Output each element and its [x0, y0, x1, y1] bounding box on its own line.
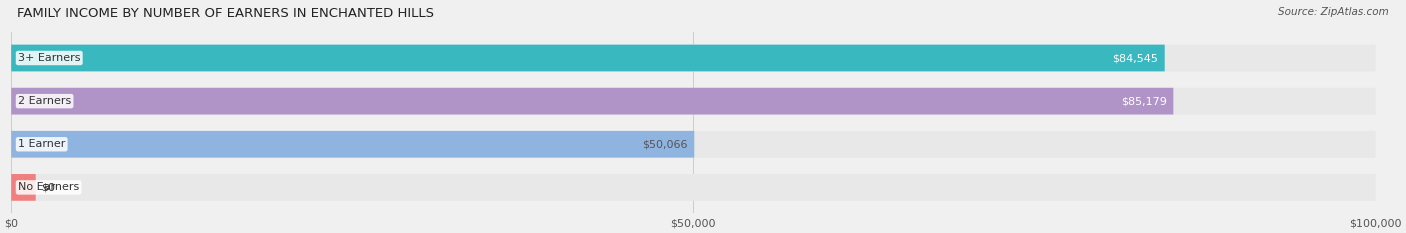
- Text: $50,066: $50,066: [643, 139, 688, 149]
- Text: Source: ZipAtlas.com: Source: ZipAtlas.com: [1278, 7, 1389, 17]
- FancyBboxPatch shape: [11, 131, 1375, 158]
- FancyBboxPatch shape: [11, 174, 35, 201]
- FancyBboxPatch shape: [11, 45, 1164, 71]
- FancyBboxPatch shape: [11, 88, 1174, 114]
- Text: $84,545: $84,545: [1112, 53, 1159, 63]
- Text: 1 Earner: 1 Earner: [18, 139, 65, 149]
- FancyBboxPatch shape: [11, 131, 695, 158]
- Text: FAMILY INCOME BY NUMBER OF EARNERS IN ENCHANTED HILLS: FAMILY INCOME BY NUMBER OF EARNERS IN EN…: [17, 7, 434, 20]
- FancyBboxPatch shape: [11, 88, 1375, 114]
- FancyBboxPatch shape: [11, 45, 1375, 71]
- Text: $85,179: $85,179: [1121, 96, 1167, 106]
- Text: $0: $0: [41, 182, 55, 192]
- Text: 2 Earners: 2 Earners: [18, 96, 72, 106]
- Text: No Earners: No Earners: [18, 182, 79, 192]
- Text: 3+ Earners: 3+ Earners: [18, 53, 80, 63]
- FancyBboxPatch shape: [11, 174, 1375, 201]
